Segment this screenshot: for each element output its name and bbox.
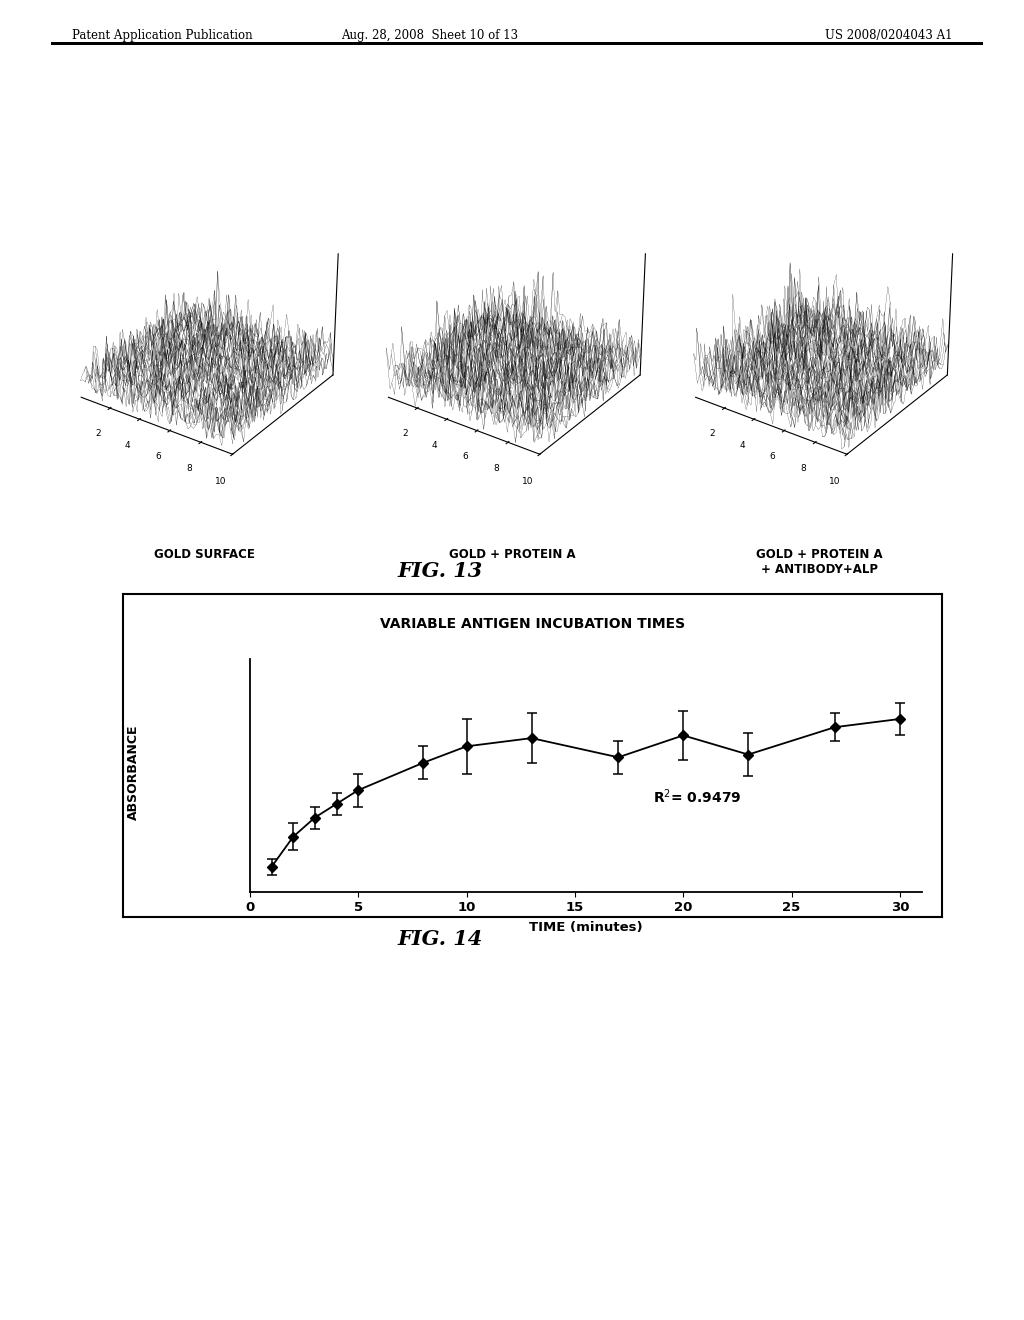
Text: Aug. 28, 2008  Sheet 10 of 13: Aug. 28, 2008 Sheet 10 of 13: [342, 29, 518, 42]
Text: VARIABLE ANTIGEN INCUBATION TIMES: VARIABLE ANTIGEN INCUBATION TIMES: [380, 616, 685, 631]
Text: R$^2$= 0.9479: R$^2$= 0.9479: [653, 788, 741, 807]
Text: Patent Application Publication: Patent Application Publication: [72, 29, 252, 42]
Text: ABSORBANCE: ABSORBANCE: [127, 725, 139, 820]
Text: GOLD + PROTEIN A: GOLD + PROTEIN A: [449, 548, 575, 561]
X-axis label: TIME (minutes): TIME (minutes): [529, 921, 642, 935]
Text: FIG. 13: FIG. 13: [397, 561, 483, 581]
Text: GOLD SURFACE: GOLD SURFACE: [155, 548, 255, 561]
Text: FIG. 14: FIG. 14: [397, 929, 483, 949]
Text: US 2008/0204043 A1: US 2008/0204043 A1: [824, 29, 952, 42]
Text: GOLD + PROTEIN A
+ ANTIBODY+ALP: GOLD + PROTEIN A + ANTIBODY+ALP: [756, 548, 883, 576]
